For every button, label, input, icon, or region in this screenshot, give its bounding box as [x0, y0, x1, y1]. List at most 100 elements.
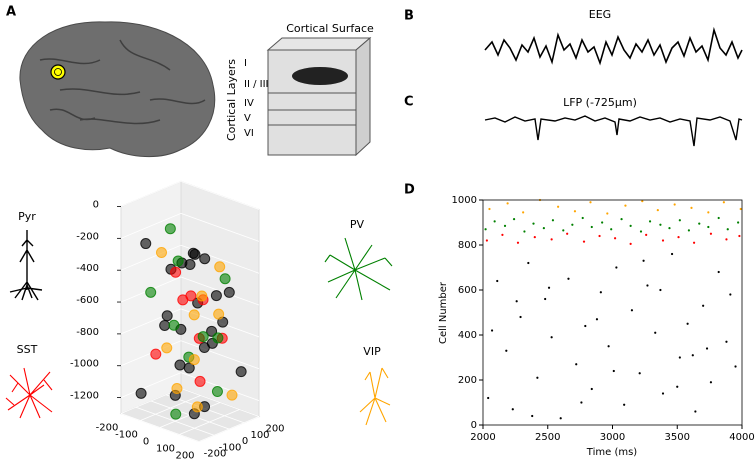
layer-label: I [244, 58, 247, 69]
spike [613, 237, 617, 240]
spike [580, 401, 583, 404]
spike [582, 240, 586, 243]
panel-label: D [404, 183, 415, 198]
spike [670, 252, 674, 256]
grid-line [180, 181, 260, 210]
vip-cell [359, 367, 391, 426]
spike [590, 387, 593, 391]
spike [484, 228, 487, 231]
spike [562, 229, 565, 232]
spike [575, 363, 578, 366]
spike [726, 228, 729, 231]
lfp-trace [484, 115, 743, 147]
y-tick-label: 1000 [452, 195, 477, 206]
cell-point [199, 253, 211, 265]
spike [598, 234, 601, 238]
x-tick-label: 3000 [600, 432, 625, 443]
spike [642, 259, 645, 262]
layer-label: II / III [244, 79, 268, 90]
spike [485, 239, 488, 242]
layers-title: Cortical Layers [225, 59, 238, 141]
cell-point [188, 354, 200, 366]
spike [738, 234, 741, 238]
cortical-column [266, 36, 372, 157]
cell-point [140, 238, 152, 250]
cell-point [212, 332, 224, 344]
cell-point [194, 375, 206, 387]
y-tick-label: 600 [458, 285, 477, 296]
spike [691, 354, 694, 357]
spike [737, 221, 740, 224]
spike [620, 218, 623, 221]
y-tick-label: 100 [250, 430, 269, 441]
grid-line [120, 413, 200, 442]
spike [595, 318, 599, 321]
pv-cell [324, 237, 393, 301]
cell-type-label: VIP [363, 345, 381, 358]
grid-line [135, 406, 215, 436]
brain [19, 21, 216, 158]
cell-point [219, 273, 231, 285]
spike [536, 376, 539, 379]
spike [506, 202, 509, 205]
panel-label: A [6, 5, 16, 20]
cell-point [150, 348, 162, 360]
panel-label: C [404, 95, 414, 110]
spike [532, 222, 535, 225]
trace-title: LFP (-725μm) [563, 96, 637, 109]
cell-point [213, 308, 225, 320]
spike [678, 356, 681, 359]
spike [630, 309, 634, 312]
spike [659, 288, 662, 292]
x-tick-label: 3500 [665, 432, 690, 443]
y-tick-label: 200 [458, 375, 477, 386]
spike [571, 223, 574, 226]
layer-label: VI [244, 128, 254, 139]
cell-point [210, 290, 222, 302]
z-tick-label: -200 [76, 231, 99, 242]
spike [729, 293, 732, 296]
y-tick-label: 400 [458, 330, 477, 341]
z-tick-label: -400 [76, 263, 99, 274]
spike [705, 347, 709, 350]
cell-point [159, 319, 171, 331]
spike [590, 225, 593, 229]
z-tick-label: -800 [76, 327, 99, 338]
x-tick-label: 2000 [470, 432, 495, 443]
spike [638, 372, 641, 375]
grid-line [180, 372, 260, 401]
cell-point [170, 266, 182, 278]
spike [717, 270, 720, 274]
spike [639, 230, 643, 233]
spike [512, 218, 516, 221]
spike [606, 212, 609, 215]
spike [566, 232, 569, 235]
spike [550, 238, 553, 241]
layer-label: V [244, 113, 251, 124]
panel-label: B [404, 9, 414, 24]
spike [646, 284, 649, 287]
x-tick-label: 4000 [729, 432, 754, 443]
spike [531, 414, 534, 418]
spike [519, 315, 522, 319]
cell-point [197, 331, 209, 343]
cell-point [164, 223, 176, 235]
cell-point [214, 261, 226, 273]
spike [648, 220, 652, 223]
column-title: Cortical Surface [286, 22, 374, 35]
spike [493, 220, 496, 223]
spike [641, 200, 644, 203]
y-tick-label: -100 [219, 442, 242, 453]
cell-point [235, 366, 247, 378]
spike [694, 410, 697, 413]
spike [610, 228, 613, 231]
spike [527, 261, 530, 265]
y-tick-label: 0 [242, 436, 248, 447]
z-tick-label: -1200 [70, 391, 99, 402]
spike [550, 336, 553, 339]
spike [542, 227, 545, 230]
spike [607, 345, 610, 348]
spike [533, 236, 536, 239]
spike [677, 236, 680, 239]
sst-cell [5, 367, 53, 419]
